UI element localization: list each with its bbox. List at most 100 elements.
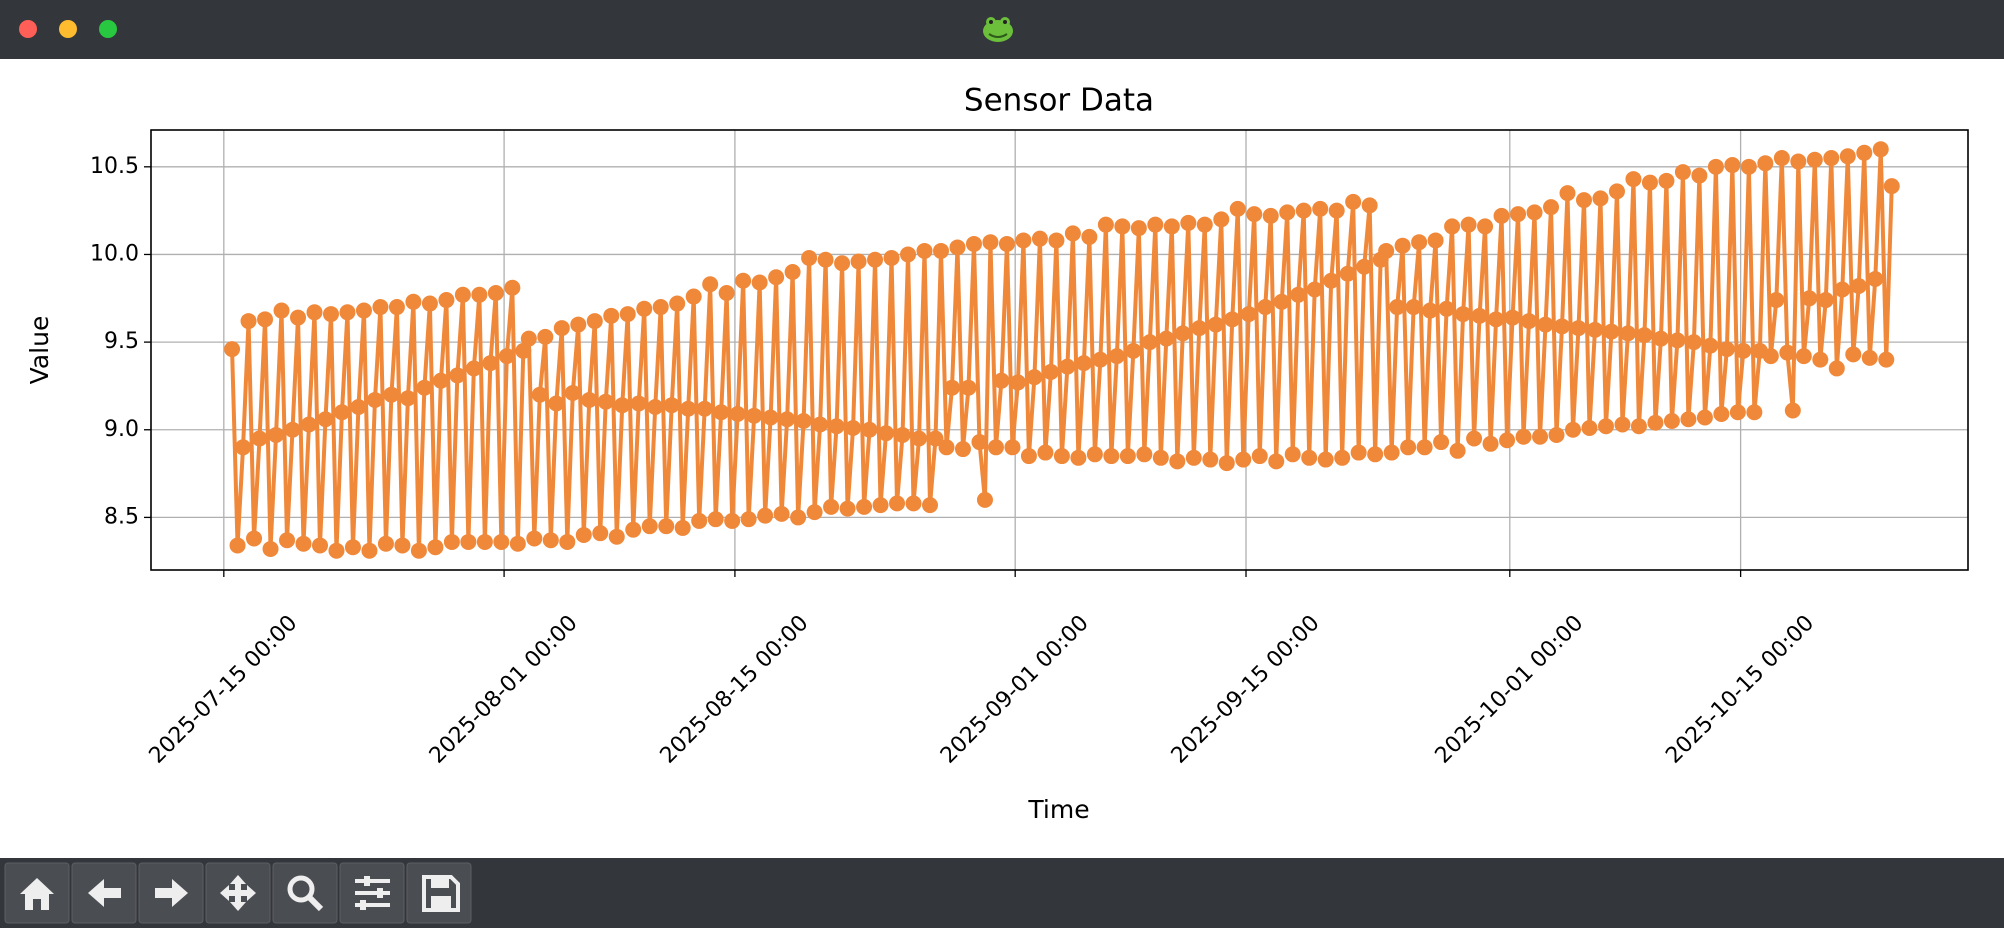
data-point [1097,216,1114,233]
data-point [1064,225,1081,242]
data-point [757,507,774,524]
data-point [410,542,427,559]
data-point [1114,218,1131,235]
data-point [1081,228,1098,245]
data-point [729,405,746,422]
data-point [834,255,851,272]
data-point [1334,449,1351,466]
data-point [949,239,966,256]
data-point [1510,206,1527,223]
chart-title: Sensor Data [964,83,1154,119]
data-point [933,242,949,259]
data-point [663,397,680,414]
data-point [1817,292,1834,309]
data-point [339,304,356,321]
data-point [718,285,735,302]
data-point [1405,299,1422,316]
data-point [1499,432,1516,449]
data-point [1669,332,1686,349]
data-point [454,286,471,303]
data-point [784,263,801,280]
data-point [691,512,708,529]
data-point [322,306,339,323]
data-point [603,307,620,324]
data-point [614,397,631,414]
data-point [1548,427,1565,444]
data-point [471,286,488,303]
data-point [1009,374,1026,391]
data-point [1592,190,1609,207]
data-point [1306,281,1323,298]
data-point [1389,299,1406,316]
data-point [1262,207,1279,224]
data-point [707,511,724,528]
data-point [1328,202,1345,219]
data-point [1284,446,1301,463]
data-point [1169,453,1186,470]
data-point [976,491,993,508]
data-point [911,430,928,447]
data-point [1075,355,1092,372]
y-tick-label: 10.5 [90,154,139,179]
data-point [476,533,493,550]
data-point [1042,363,1059,380]
data-point [790,509,807,526]
data-point [372,299,389,316]
zoom-button[interactable] [99,20,117,38]
data-point [1872,141,1889,158]
data-point [465,360,482,377]
data-point [1801,290,1818,307]
data-point [960,379,977,396]
data-point [1147,216,1164,233]
data-point [1674,164,1691,181]
data-point [1449,442,1466,459]
data-point [443,533,460,550]
data-point [1543,199,1560,216]
data-point [333,404,350,421]
data-point [779,411,796,428]
data-point [1735,342,1752,359]
data-point [905,495,922,512]
data-point [1158,330,1175,347]
data-point [1861,349,1878,366]
data-point [328,542,345,559]
data-point [311,537,328,554]
minimize-button[interactable] [59,20,77,38]
data-point [954,441,971,458]
data-point [460,533,477,550]
data-point [685,288,702,305]
data-point [850,253,867,270]
data-point [586,313,603,330]
data-point [262,540,279,557]
data-point [1185,449,1202,466]
app-icon [983,17,1013,42]
data-point [1729,404,1746,421]
data-point [1301,449,1318,466]
data-point [1586,321,1603,338]
data-point [987,439,1004,456]
data-point [1163,218,1180,235]
data-point [1240,306,1257,323]
y-tick-label: 9.0 [104,417,139,442]
data-point [1317,451,1334,468]
data-point [1235,451,1252,468]
data-point [1229,200,1246,217]
data-point [1696,409,1713,426]
data-point [1279,204,1296,221]
data-point [548,395,565,412]
data-point [943,379,960,396]
close-button[interactable] [19,20,37,38]
zoom-tool-button[interactable] [272,862,338,924]
data-point [1103,448,1120,465]
data-point [1312,200,1329,217]
data-point [735,272,752,289]
data-point [421,295,438,312]
data-point [1532,428,1549,445]
data-point [537,328,554,345]
data-point [872,497,889,514]
data-point [1581,420,1598,437]
y-tick-label: 10.0 [90,241,139,266]
save-button[interactable] [406,862,472,924]
data-point [922,497,939,514]
data-point [1394,237,1411,254]
